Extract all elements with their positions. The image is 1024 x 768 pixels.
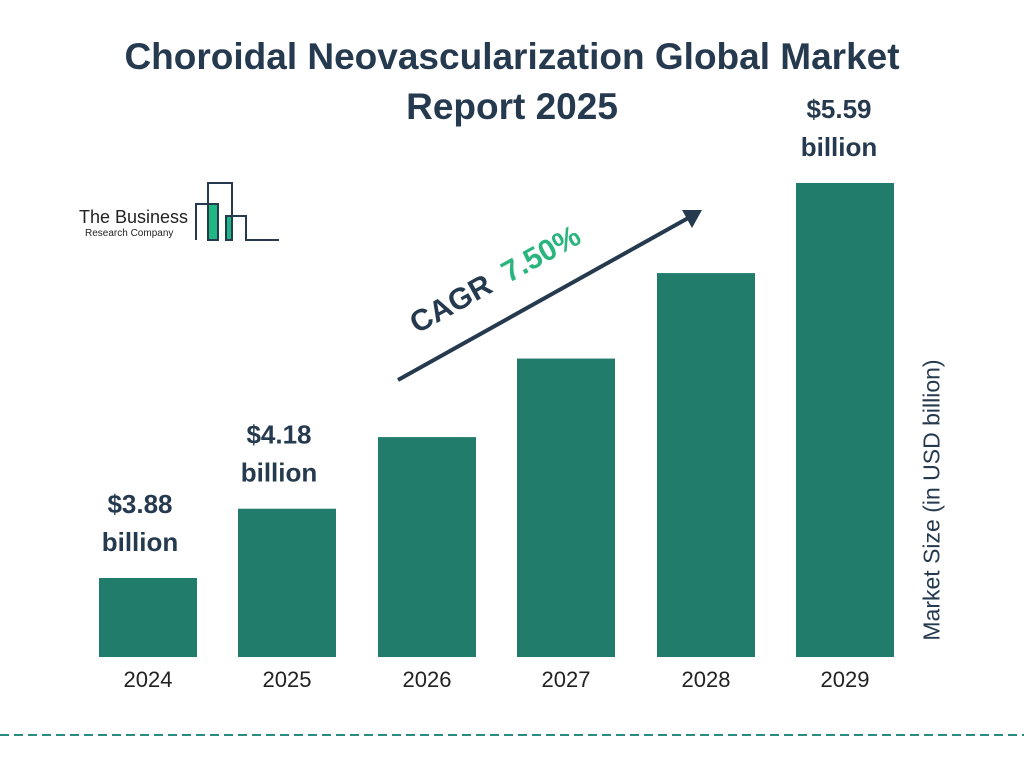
data-label-unit: billion	[801, 132, 878, 162]
bar-2028	[657, 273, 755, 657]
cagr-prefix: CAGR	[404, 268, 498, 340]
bar-2025	[238, 508, 336, 657]
cagr-arrow	[397, 210, 702, 382]
logo-bar-icon	[209, 204, 218, 240]
data-label-value: $4.18	[246, 420, 311, 450]
logo: The Business Research Company	[79, 182, 279, 241]
cagr-annotation: CAGR 7.50%	[404, 219, 586, 340]
data-label-unit: billion	[102, 527, 179, 557]
data-label-value: $5.59	[806, 94, 871, 124]
x-tick-label: 2025	[263, 667, 312, 692]
bar-2026	[378, 437, 476, 657]
cagr-value: 7.50%	[496, 219, 586, 289]
logo-bar-icon	[227, 216, 232, 240]
data-label-value: $3.88	[107, 489, 172, 519]
chart-title: Choroidal Neovascularization Global Mark…	[124, 36, 900, 127]
bar-2029	[796, 183, 894, 657]
y-axis-label: Market Size (in USD billion)	[918, 359, 945, 641]
data-label-unit: billion	[241, 458, 318, 488]
logo-building-icon	[195, 182, 279, 241]
x-tick-label: 2028	[682, 667, 731, 692]
x-tick-label: 2027	[542, 667, 591, 692]
bar-2027	[517, 358, 615, 657]
logo-line2: Research Company	[85, 228, 173, 239]
x-tick-label: 2024	[124, 667, 173, 692]
x-tick-label: 2029	[821, 667, 870, 692]
logo-line1: The Business	[79, 207, 188, 227]
x-tick-label: 2026	[403, 667, 452, 692]
bar-2024	[99, 578, 197, 657]
